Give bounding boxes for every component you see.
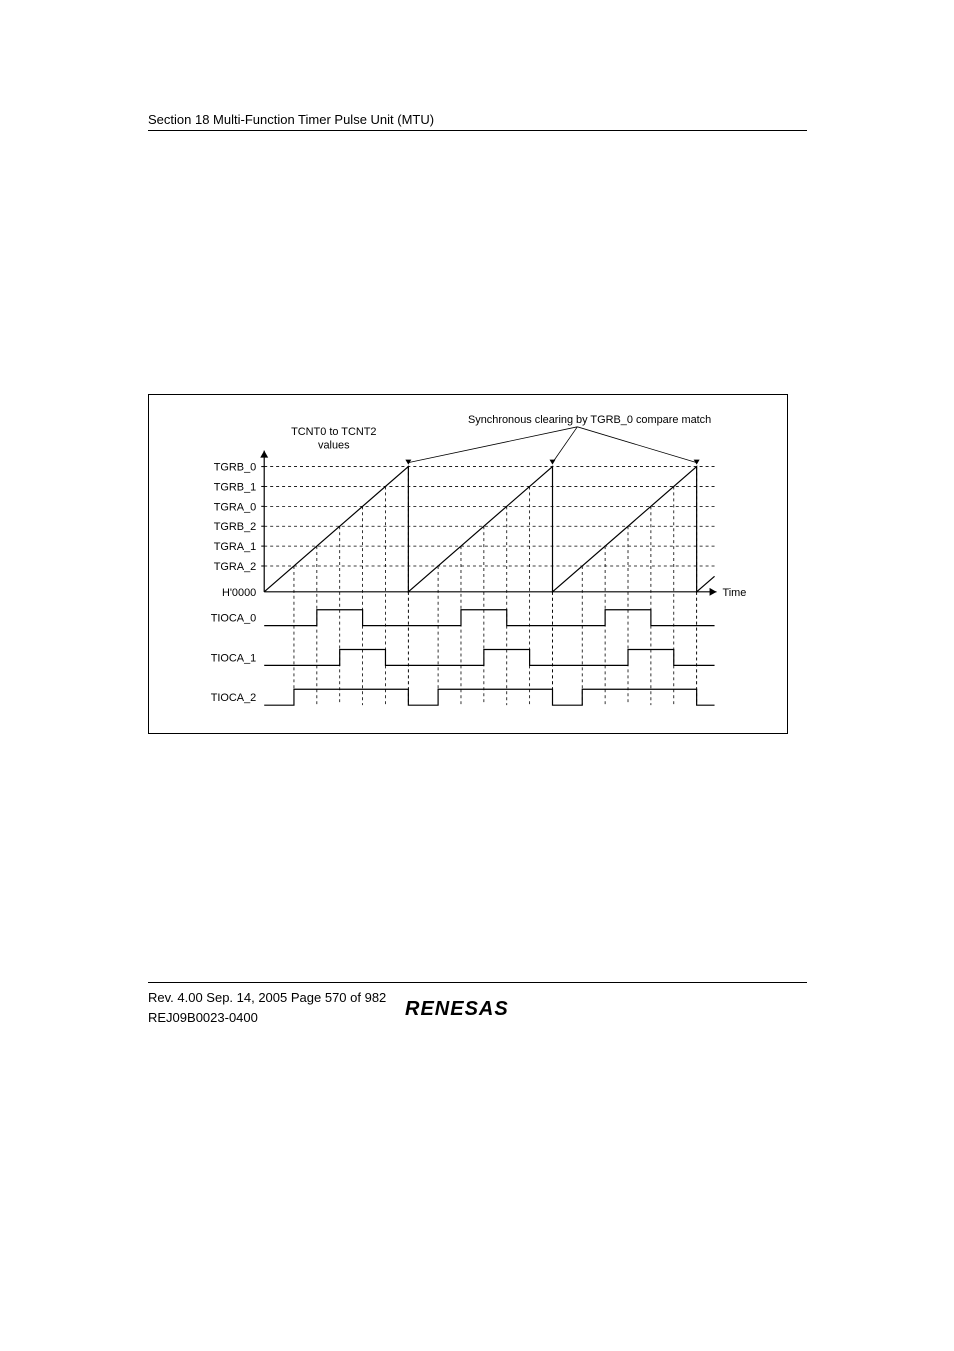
renesas-logo: RENESAS <box>405 998 509 1021</box>
footer-doc-id: REJ09B0023-0400 <box>148 1010 258 1025</box>
y-label: TGRB_1 <box>214 481 257 493</box>
footer-rev-line: Rev. 4.00 Sep. 14, 2005 Page 570 of 982 <box>148 990 386 1005</box>
annotation-arrow-line <box>577 427 696 463</box>
annotation-arrow-line <box>553 427 578 463</box>
tcnt-label-line1: TCNT0 to TCNT2 <box>291 426 376 438</box>
timing-diagram-figure: Synchronous clearing by TGRB_0 compare m… <box>148 394 788 734</box>
time-axis-label: Time <box>722 587 746 599</box>
timing-diagram-svg: Synchronous clearing by TGRB_0 compare m… <box>149 395 787 733</box>
y-label: TGRA_1 <box>214 541 257 553</box>
signal-waveform <box>264 689 714 705</box>
header-rule <box>148 130 807 131</box>
annotation-text: Synchronous clearing by TGRB_0 compare m… <box>468 414 711 426</box>
y-label: TGRB_2 <box>214 521 257 533</box>
signal-label: TIOCA_2 <box>211 692 257 704</box>
signal-waveform <box>264 610 714 626</box>
footer-rule <box>148 982 807 983</box>
y-label: TGRB_0 <box>214 462 257 474</box>
y-label: TGRA_0 <box>214 501 257 513</box>
y-label: TGRA_2 <box>214 561 257 573</box>
tcnt-label-line2: values <box>318 440 350 452</box>
section-title: Section 18 Multi-Function Timer Pulse Un… <box>148 112 434 127</box>
sawtooth-waveform <box>264 467 714 592</box>
signal-waveform <box>264 649 714 665</box>
y-axis-arrowhead <box>260 451 268 458</box>
signal-label: TIOCA_1 <box>211 652 257 664</box>
x-axis-arrowhead <box>710 588 717 596</box>
section-header: Section 18 Multi-Function Timer Pulse Un… <box>148 112 807 127</box>
annotation-arrow-head <box>550 460 556 465</box>
signal-label: TIOCA_0 <box>211 613 257 625</box>
y-label: H'0000 <box>222 587 256 599</box>
annotation-arrow-line <box>408 427 577 463</box>
